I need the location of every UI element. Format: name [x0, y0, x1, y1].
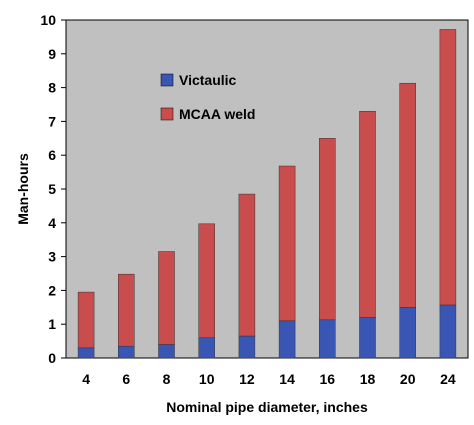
bar-mcaa-weld-14	[278, 165, 296, 322]
bar-victaulic-14	[278, 320, 296, 359]
y-tick-label: 6	[48, 147, 56, 163]
legend-swatch-mcaa-weld	[160, 107, 174, 121]
y-tick-label: 0	[48, 350, 56, 366]
y-tick-label: 1	[48, 316, 56, 332]
bars-group	[77, 29, 457, 359]
bar-victaulic-16	[319, 319, 336, 359]
legend: Victaulic MCAA weld	[160, 72, 255, 122]
y-tick-label: 9	[48, 46, 56, 62]
y-tick-label: 10	[40, 12, 56, 28]
bar-mcaa-weld-12	[238, 193, 256, 337]
x-tick-label: 10	[199, 371, 215, 387]
bar-victaulic-4	[77, 347, 95, 359]
y-tick-label: 7	[48, 113, 56, 129]
y-tick-label: 5	[48, 181, 56, 197]
bar-victaulic-12	[238, 335, 256, 359]
x-axis-title: Nominal pipe diameter, inches	[166, 399, 368, 415]
bar-mcaa-weld-6	[118, 273, 135, 347]
bar-victaulic-10	[198, 337, 215, 359]
bar-mcaa-weld-18	[359, 111, 376, 318]
x-tick-label: 18	[360, 371, 376, 387]
x-tick-label: 8	[163, 371, 171, 387]
y-tick-label: 2	[48, 282, 56, 298]
bar-victaulic-8	[158, 344, 175, 359]
legend-swatch-victaulic	[160, 73, 174, 87]
bar-victaulic-6	[118, 345, 135, 359]
bar-mcaa-weld-20	[399, 82, 416, 308]
bar-mcaa-weld-10	[198, 223, 215, 338]
x-tick-label: 4	[82, 371, 90, 387]
bar-victaulic-18	[359, 317, 376, 359]
x-tick-label: 12	[239, 371, 255, 387]
bar-mcaa-weld-8	[158, 251, 175, 345]
y-tick-label: 8	[48, 80, 56, 96]
bar-mcaa-weld-24	[439, 29, 457, 306]
x-tick-label: 6	[122, 371, 130, 387]
y-axis: 0 1 2 3 4 5 6 7 8 9 10	[40, 12, 66, 366]
legend-label-victaulic: Victaulic	[179, 72, 237, 88]
x-tick-label: 20	[400, 371, 416, 387]
y-tick-label: 4	[48, 215, 56, 231]
bar-mcaa-weld-4	[77, 291, 95, 349]
y-tick-label: 3	[48, 249, 56, 265]
legend-label-mcaa-weld: MCAA weld	[179, 106, 255, 122]
bar-victaulic-24	[439, 304, 457, 359]
x-tick-label: 14	[279, 371, 295, 387]
bar-victaulic-20	[399, 307, 416, 359]
y-axis-title: Man-hours	[15, 153, 31, 225]
x-tick-label: 16	[320, 371, 336, 387]
bar-mcaa-weld-16	[319, 138, 336, 321]
x-axis: 4 6 8 10 12 14 16 18 20 24	[82, 371, 456, 387]
x-tick-label: 24	[440, 371, 456, 387]
